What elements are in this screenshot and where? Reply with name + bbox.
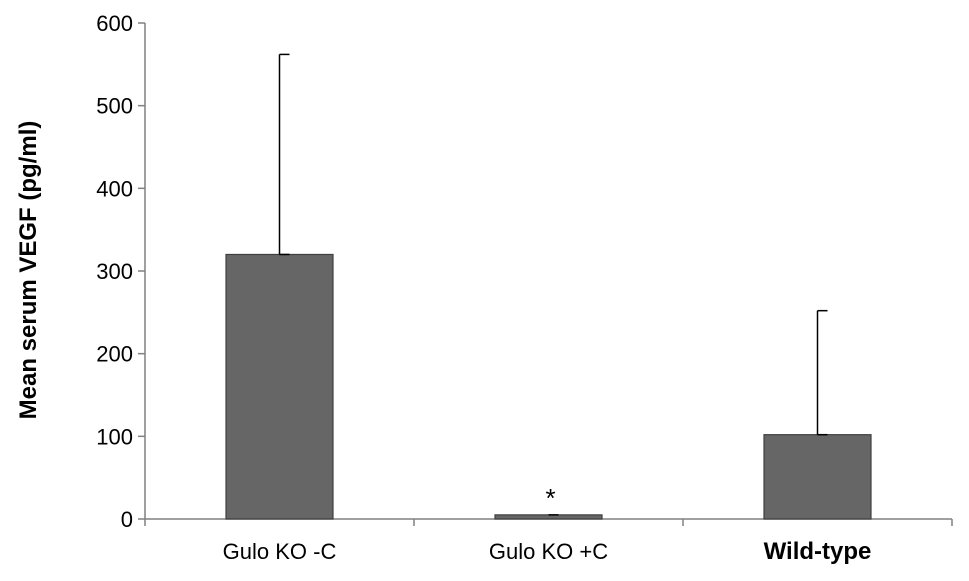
x-category-label: Gulo KO -C (223, 539, 337, 564)
bar (225, 253, 334, 520)
y-tick-label: 0 (121, 507, 133, 532)
y-tick-label: 100 (96, 424, 133, 449)
bar (763, 434, 872, 520)
y-tick-label: 200 (96, 342, 133, 367)
y-axis-title: Mean serum VEGF (pg/ml) (15, 121, 42, 420)
x-category-label: Wild-type (764, 538, 872, 565)
y-tick-label: 400 (96, 176, 133, 201)
y-tick-label: 300 (96, 259, 133, 284)
y-tick-label: 600 (96, 11, 133, 36)
significance-asterisk: * (545, 483, 555, 513)
y-tick-label: 500 (96, 94, 133, 119)
x-category-label: Gulo KO +C (489, 539, 608, 564)
plot-area: 0 100 200 300 400 500 600 Gulo KO -C Gulo KO +C W… (96, 11, 953, 565)
